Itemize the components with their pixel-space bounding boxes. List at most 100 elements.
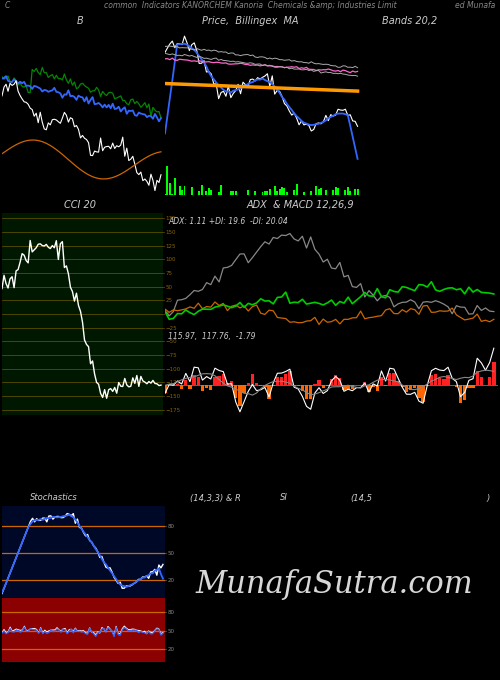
Bar [330,379,333,385]
Bar [169,183,171,195]
Bar [180,385,184,389]
Text: ed Munafa: ed Munafa [455,1,495,10]
Bar [338,379,342,385]
Bar [332,190,334,195]
Bar [166,167,168,195]
Bar [172,385,175,386]
Bar [480,377,483,385]
Bar [313,384,316,385]
Bar [218,192,220,195]
Bar [409,385,412,390]
Bar [303,192,305,195]
Bar [181,190,183,195]
Bar [476,371,479,385]
Bar [305,385,308,399]
Bar [268,385,270,398]
Bar [334,375,338,385]
Bar [396,381,400,385]
Bar [434,374,437,385]
Bar [178,186,180,195]
Bar [288,371,292,385]
Bar [255,383,258,385]
Bar [164,194,166,195]
Bar [354,189,356,195]
Bar [276,192,278,195]
Bar [334,187,336,195]
Bar [230,381,234,385]
Bar [368,385,370,392]
Bar [209,385,212,390]
Bar [226,384,229,385]
Bar [246,383,250,385]
Bar [272,385,275,386]
Bar [350,385,354,389]
Bar [442,379,446,385]
Bar [417,385,420,398]
Bar [356,189,358,195]
Text: B: B [76,16,84,26]
Bar [250,375,254,385]
Bar [191,187,193,195]
Bar [205,385,208,388]
Bar [300,385,304,392]
Bar [488,377,492,385]
Bar [184,186,186,195]
Bar [405,385,408,392]
Bar [208,188,210,195]
Bar [259,385,262,386]
Bar [284,188,286,195]
Text: Price,  Billingex  MA: Price, Billingex MA [202,16,298,26]
Bar [286,192,288,195]
Bar [184,380,188,385]
Bar [438,378,442,385]
Bar [254,190,256,195]
Bar [293,190,295,195]
Text: C: C [5,1,10,10]
Text: MunafaSutra.com: MunafaSutra.com [195,570,473,600]
Bar [192,375,196,385]
Text: (14,3,3) & R: (14,3,3) & R [190,494,241,503]
Bar [269,189,271,195]
Bar [262,192,264,195]
Bar [264,191,266,195]
Bar [350,191,351,195]
Bar [454,385,458,387]
Bar [200,185,202,195]
Bar [198,191,200,195]
Bar [247,190,249,195]
Text: Stochastics: Stochastics [30,494,78,503]
Bar [174,178,176,195]
Bar [238,385,242,405]
Bar [280,377,283,385]
Bar [214,377,216,385]
Bar [234,385,237,398]
Bar [234,191,236,195]
Bar [230,191,232,195]
Bar [492,362,496,385]
Text: CCI 20: CCI 20 [64,200,96,210]
Bar [222,373,225,385]
Bar [325,190,327,195]
Bar [388,373,392,385]
Bar [342,385,345,390]
Bar [296,184,298,195]
Bar [463,385,466,400]
Bar [266,191,268,195]
Text: ADX: 1.11 +DI: 19.6  -DI: 20.04: ADX: 1.11 +DI: 19.6 -DI: 20.04 [168,216,288,226]
Bar [376,385,379,391]
Bar [392,373,396,385]
Bar [201,385,204,391]
Bar [188,385,192,389]
Bar [446,375,450,385]
Bar [422,385,424,402]
Bar [276,377,279,385]
Text: Bands 20,2: Bands 20,2 [382,16,438,26]
Bar [315,186,317,195]
Bar [242,385,246,393]
Bar [347,188,349,195]
Bar [284,374,288,385]
Bar [281,187,283,195]
Bar [426,385,429,386]
Bar [318,189,320,195]
Bar [310,191,312,195]
